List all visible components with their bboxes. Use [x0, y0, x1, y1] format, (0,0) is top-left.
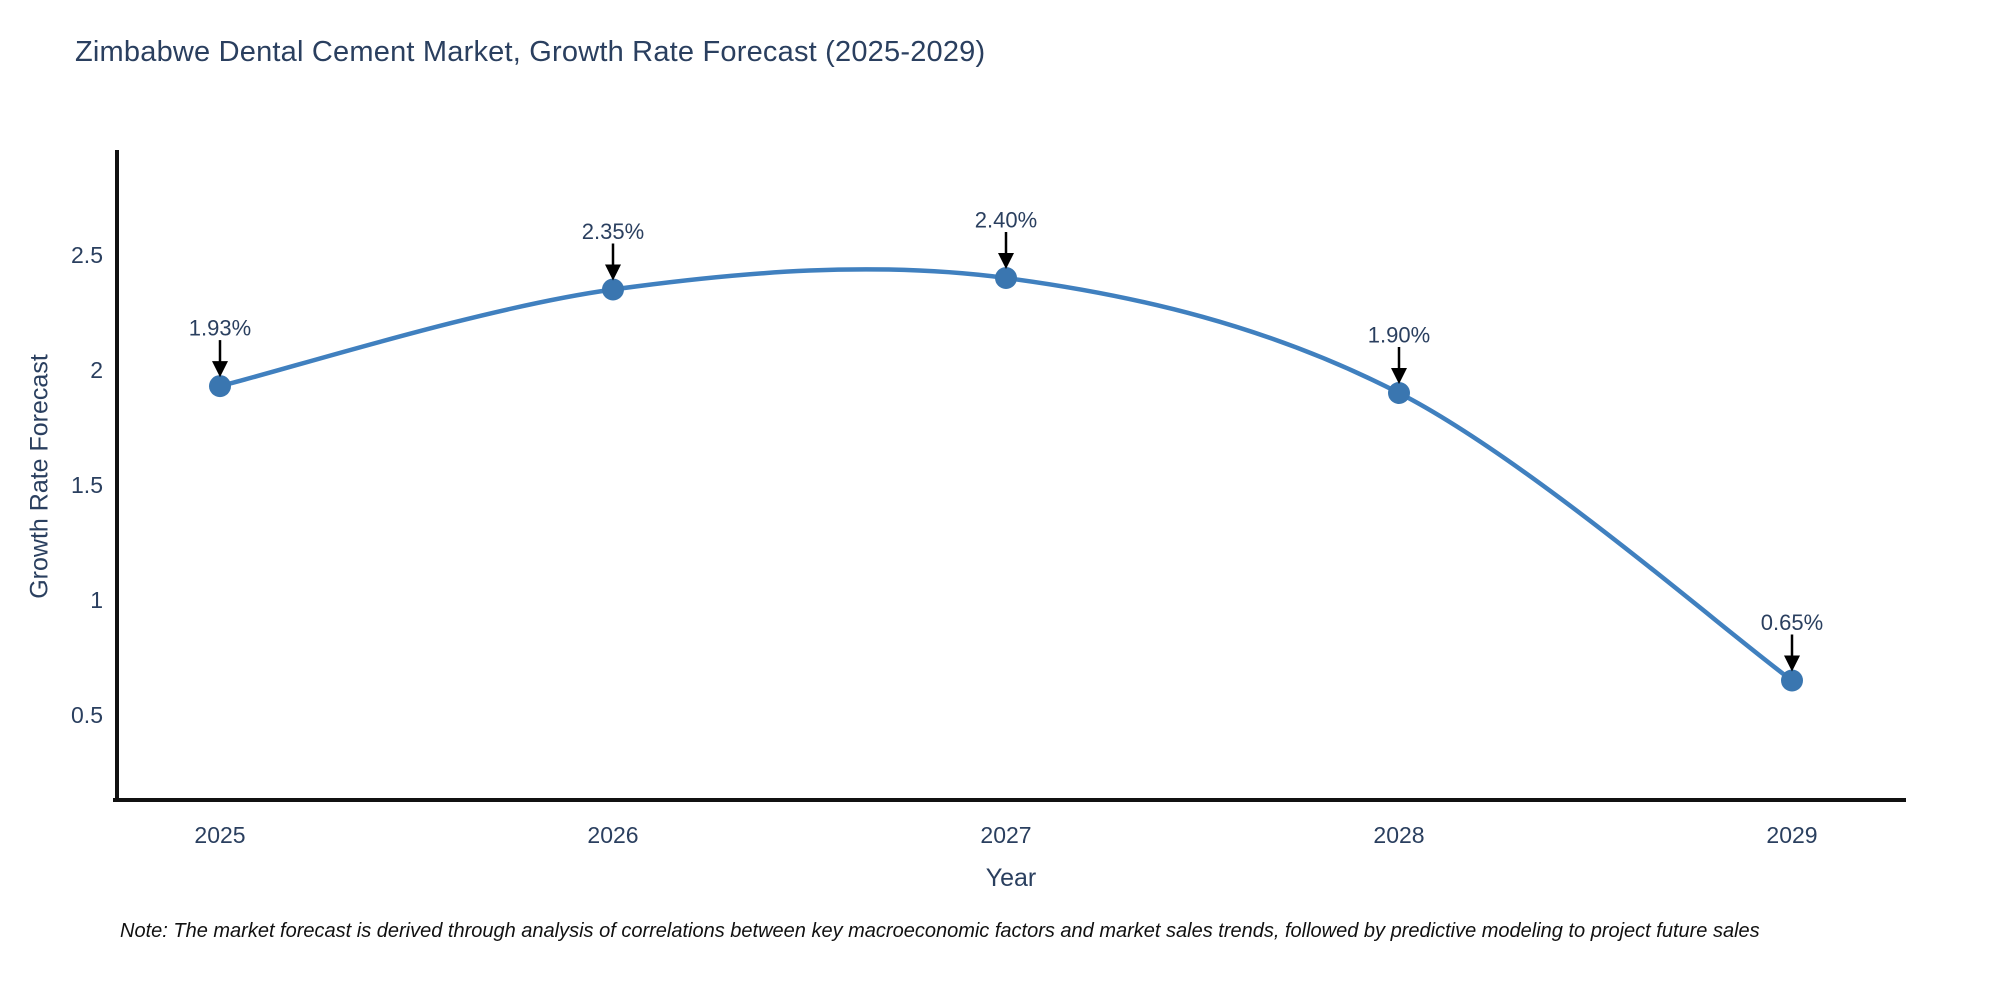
annotation-arrowhead-icon [1784, 655, 1800, 672]
data-point-marker [1388, 382, 1410, 404]
x-tick-label: 2028 [1373, 822, 1424, 848]
x-tick-label: 2026 [587, 822, 638, 848]
x-tick-label: 2025 [194, 822, 245, 848]
data-point-label: 1.90% [1368, 323, 1430, 348]
data-point-marker [602, 278, 624, 301]
data-point-label: 0.65% [1761, 610, 1823, 635]
annotation-arrowhead-icon [212, 361, 228, 378]
annotation-arrowhead-icon [605, 264, 621, 281]
x-axis-title: Year [985, 864, 1037, 892]
data-point-marker [1781, 669, 1803, 692]
annotation-arrowhead-icon [998, 253, 1014, 269]
y-tick-label: 2.5 [71, 242, 103, 268]
data-point-marker [995, 267, 1017, 289]
y-tick-label: 1 [90, 587, 103, 613]
forecast-line [217, 267, 1795, 683]
y-tick-label: 2 [90, 357, 103, 383]
x-tick-label: 2027 [980, 822, 1031, 848]
data-point-label: 2.40% [975, 208, 1037, 233]
y-tick-label: 1.5 [71, 472, 103, 498]
data-point-marker [209, 375, 231, 398]
annotation-arrowhead-icon [1391, 368, 1407, 384]
chart-title: Zimbabwe Dental Cement Market, Growth Ra… [75, 36, 986, 68]
x-tick-label: 2029 [1766, 822, 1817, 848]
data-point-label: 2.35% [582, 219, 644, 244]
y-axis-title: Growth Rate Forecast [25, 354, 54, 599]
data-point-label: 1.93% [189, 316, 251, 341]
y-tick-label: 0.5 [71, 702, 103, 728]
footnote: Note: The market forecast is derived thr… [120, 920, 1760, 942]
